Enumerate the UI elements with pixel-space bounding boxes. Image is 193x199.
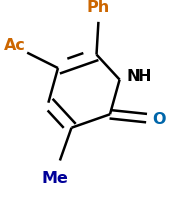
Text: Ph: Ph: [87, 0, 110, 15]
Text: Me: Me: [42, 171, 69, 186]
Text: H: H: [138, 69, 151, 84]
Text: N: N: [126, 69, 140, 84]
Text: O: O: [152, 112, 166, 127]
Text: Ac: Ac: [4, 38, 26, 53]
